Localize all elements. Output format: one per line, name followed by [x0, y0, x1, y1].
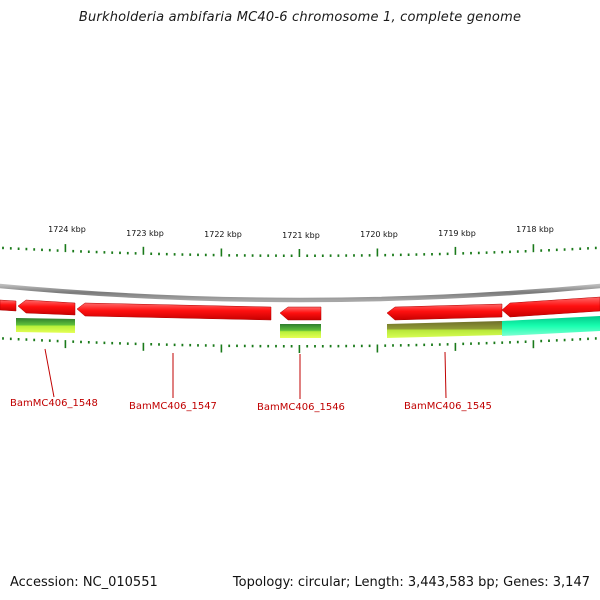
scale-label-1723: 1723 kbp	[126, 229, 164, 238]
inner-tick-row	[2, 337, 597, 353]
track-block-1548	[16, 318, 75, 333]
outer-tick-row	[2, 244, 597, 257]
gene-arrow-partial-left[interactable]	[0, 299, 17, 312]
label-leaders	[44, 348, 447, 399]
scale-labels: 1724 kbp 1723 kbp 1722 kbp 1721 kbp 1720…	[48, 225, 554, 240]
feature-tracks	[16, 316, 600, 338]
track-block-teal	[502, 316, 600, 336]
leader-BamMC406_1548	[44, 348, 55, 398]
gene-arrow-partial-right[interactable]	[501, 296, 600, 318]
gene-label-BamMC406_1545[interactable]: BamMC406_1545	[404, 401, 492, 412]
leader-BamMC406_1545	[444, 351, 447, 399]
gene-label-BamMC406_1546[interactable]: BamMC406_1546	[257, 402, 345, 413]
scale-label-1721: 1721 kbp	[282, 231, 320, 240]
genome-backbone	[0, 283, 600, 303]
gene-labels: BamMC406_1548 BamMC406_1547 BamMC406_154…	[10, 398, 492, 413]
gene-arrow-BamMC406_1548[interactable]	[17, 299, 76, 316]
gene-arrow-BamMC406_1545[interactable]	[386, 303, 503, 321]
gene-arrows	[0, 296, 600, 321]
scale-label-1719: 1719 kbp	[438, 229, 476, 238]
scale-label-1722: 1722 kbp	[204, 230, 242, 239]
scale-label-1718: 1718 kbp	[516, 225, 554, 234]
gene-arrow-BamMC406_1547[interactable]	[76, 302, 272, 321]
track-block-1546	[280, 324, 321, 338]
genome-summary-text: Topology: circular; Length: 3,443,583 bp…	[232, 575, 590, 590]
page-title: Burkholderia ambifaria MC40-6 chromosome…	[78, 10, 522, 25]
gene-label-BamMC406_1548[interactable]: BamMC406_1548	[10, 398, 98, 409]
gene-label-BamMC406_1547[interactable]: BamMC406_1547	[129, 401, 217, 412]
accession-text: Accession: NC_010551	[10, 575, 158, 590]
track-block-1545	[387, 321, 502, 338]
scale-label-1724: 1724 kbp	[48, 225, 86, 234]
gene-arrow-BamMC406_1546[interactable]	[279, 306, 322, 321]
scale-label-1720: 1720 kbp	[360, 230, 398, 239]
